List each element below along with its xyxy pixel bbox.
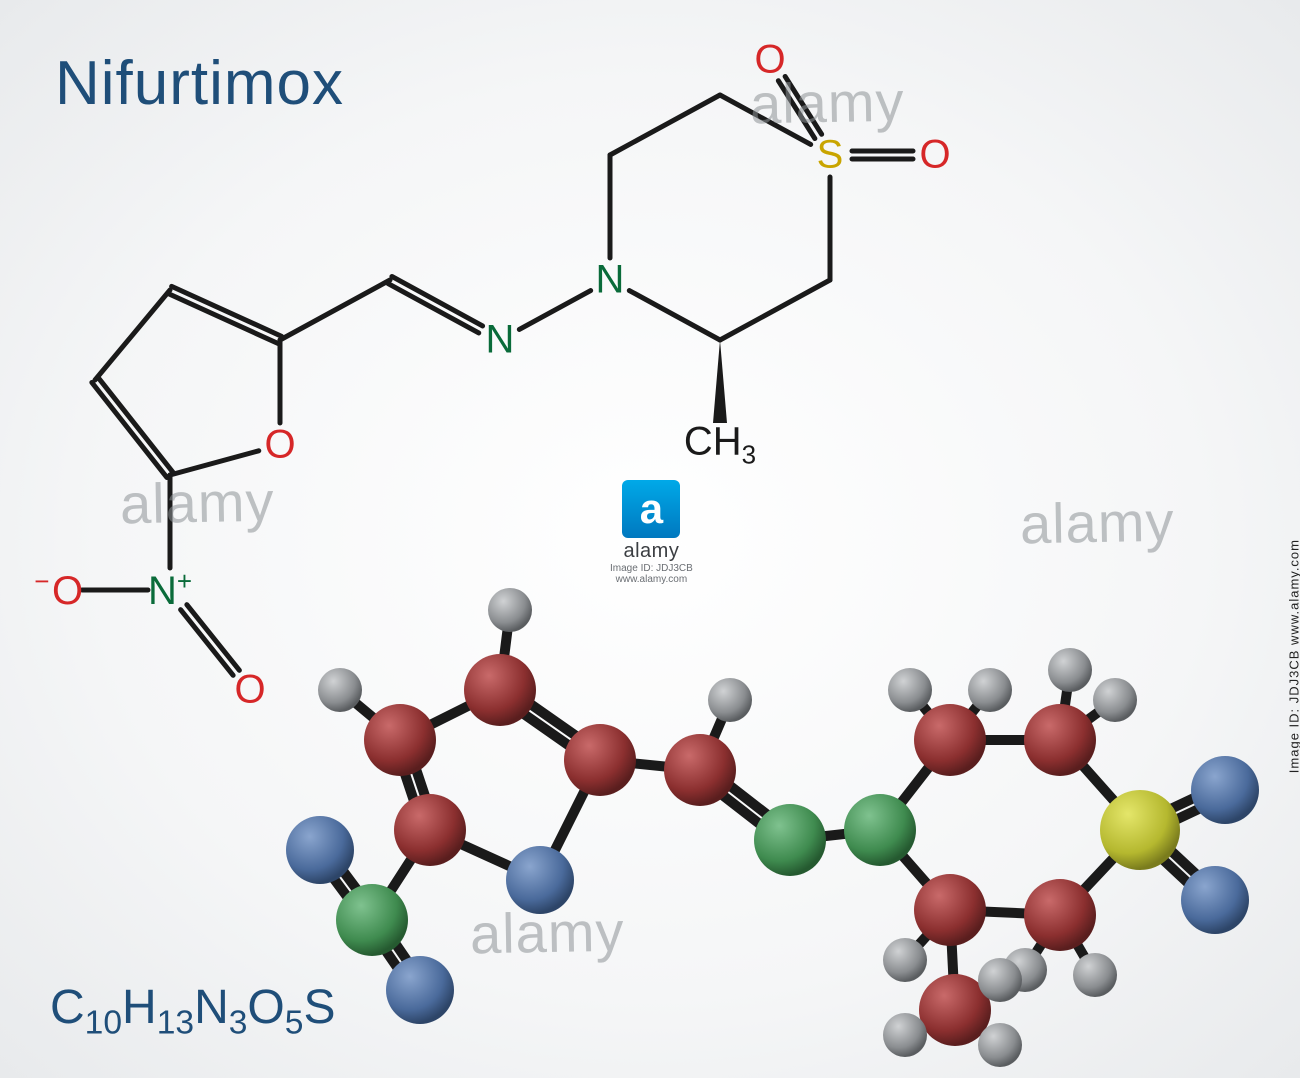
atom-ball-C bbox=[914, 874, 986, 946]
atom-ball-N bbox=[844, 794, 916, 866]
atom-ball-H bbox=[1093, 678, 1137, 722]
atom-ball-C bbox=[364, 704, 436, 776]
alamy-logo: a alamy Image ID: JDJ3CB www.alamy.com bbox=[610, 480, 693, 585]
image-code-side: Image ID: JDJ3CB www.alamy.com bbox=[1287, 539, 1300, 773]
atom-ball-H bbox=[883, 938, 927, 982]
atom-ball-O bbox=[386, 956, 454, 1024]
atom-ball-H bbox=[888, 668, 932, 712]
atom-ball-H bbox=[883, 1013, 927, 1057]
atom-ball-H bbox=[708, 678, 752, 722]
atom-ball-O bbox=[286, 816, 354, 884]
atom-ball-O bbox=[1181, 866, 1249, 934]
alamy-logo-icon: a bbox=[622, 480, 680, 538]
atom-ball-O bbox=[1191, 756, 1259, 824]
atom-ball-C bbox=[914, 704, 986, 776]
atom-ball-H bbox=[1048, 648, 1092, 692]
atom-ball-C bbox=[1024, 879, 1096, 951]
atom-ball-C bbox=[664, 734, 736, 806]
atom-ball-H bbox=[318, 668, 362, 712]
atom-ball-H bbox=[978, 958, 1022, 1002]
atom-ball-N bbox=[754, 804, 826, 876]
atom-ball-N bbox=[336, 884, 408, 956]
atom-ball-C bbox=[394, 794, 466, 866]
alamy-logo-sub1: Image ID: JDJ3CB bbox=[610, 563, 693, 574]
atom-ball-S bbox=[1100, 790, 1180, 870]
atom-ball-C bbox=[1024, 704, 1096, 776]
atom-ball-H bbox=[978, 1023, 1022, 1067]
atom-ball-H bbox=[488, 588, 532, 632]
atom-ball-C bbox=[464, 654, 536, 726]
atom-ball-O bbox=[506, 846, 574, 914]
atom-ball-H bbox=[968, 668, 1012, 712]
atom-ball-H bbox=[1073, 953, 1117, 997]
alamy-logo-text: alamy bbox=[610, 540, 693, 563]
alamy-logo-sub2: www.alamy.com bbox=[610, 574, 693, 585]
atom-ball-C bbox=[564, 724, 636, 796]
